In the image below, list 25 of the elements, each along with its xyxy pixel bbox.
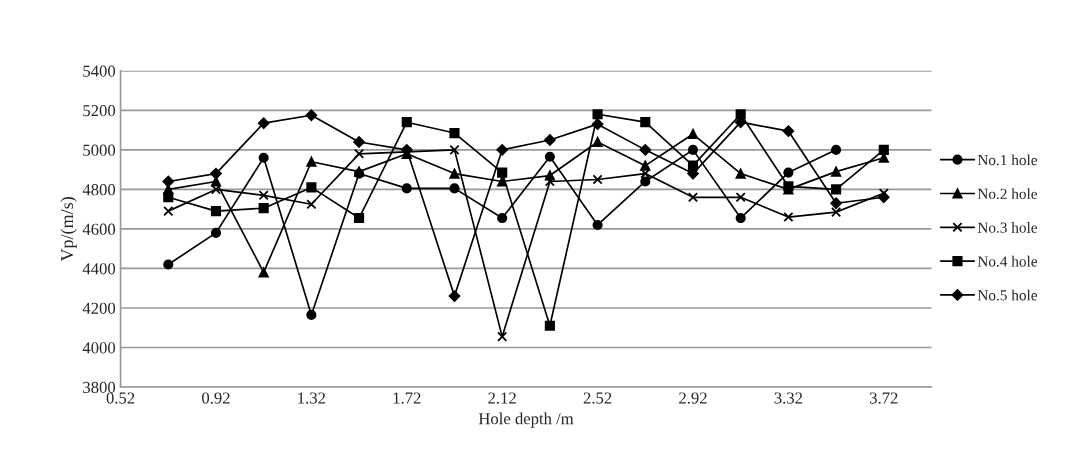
y-tick-label: 4600 [82,223,116,235]
x-tick-label: 0.52 [106,392,135,404]
legend-label: No.1 hole [977,154,1038,166]
x-tick-label: 0.92 [202,392,230,404]
x-tick-label: 2.12 [488,392,516,404]
x-tick-label: 1.72 [393,392,421,404]
y-axis-title: Vp/(m/s) [60,197,77,262]
y-tick-label: 3800 [83,381,116,393]
x-axis-title: Hole depth /m [478,412,574,428]
legend-label: No.4 hole [977,255,1038,267]
y-tick-label: 4000 [82,342,116,354]
x-tick-label: 2.52 [583,392,612,404]
legend-label: No.5 hole [977,289,1038,301]
x-tick-label: 2.92 [679,392,707,404]
x-tick-label: 3.72 [870,392,898,404]
y-tick-label: 4200 [82,302,116,314]
legend-label: No.2 hole [977,188,1038,200]
y-tick-label: 5200 [83,105,116,117]
y-tick-label: 5000 [83,144,116,156]
legend-label: No.3 hole [977,222,1038,233]
y-tick-label: 4400 [82,263,116,275]
x-tick-label: 1.32 [298,392,326,404]
y-tick-label: 4800 [82,184,116,196]
y-tick-label: 5400 [83,65,116,77]
x-tick-label: 3.32 [774,392,803,404]
